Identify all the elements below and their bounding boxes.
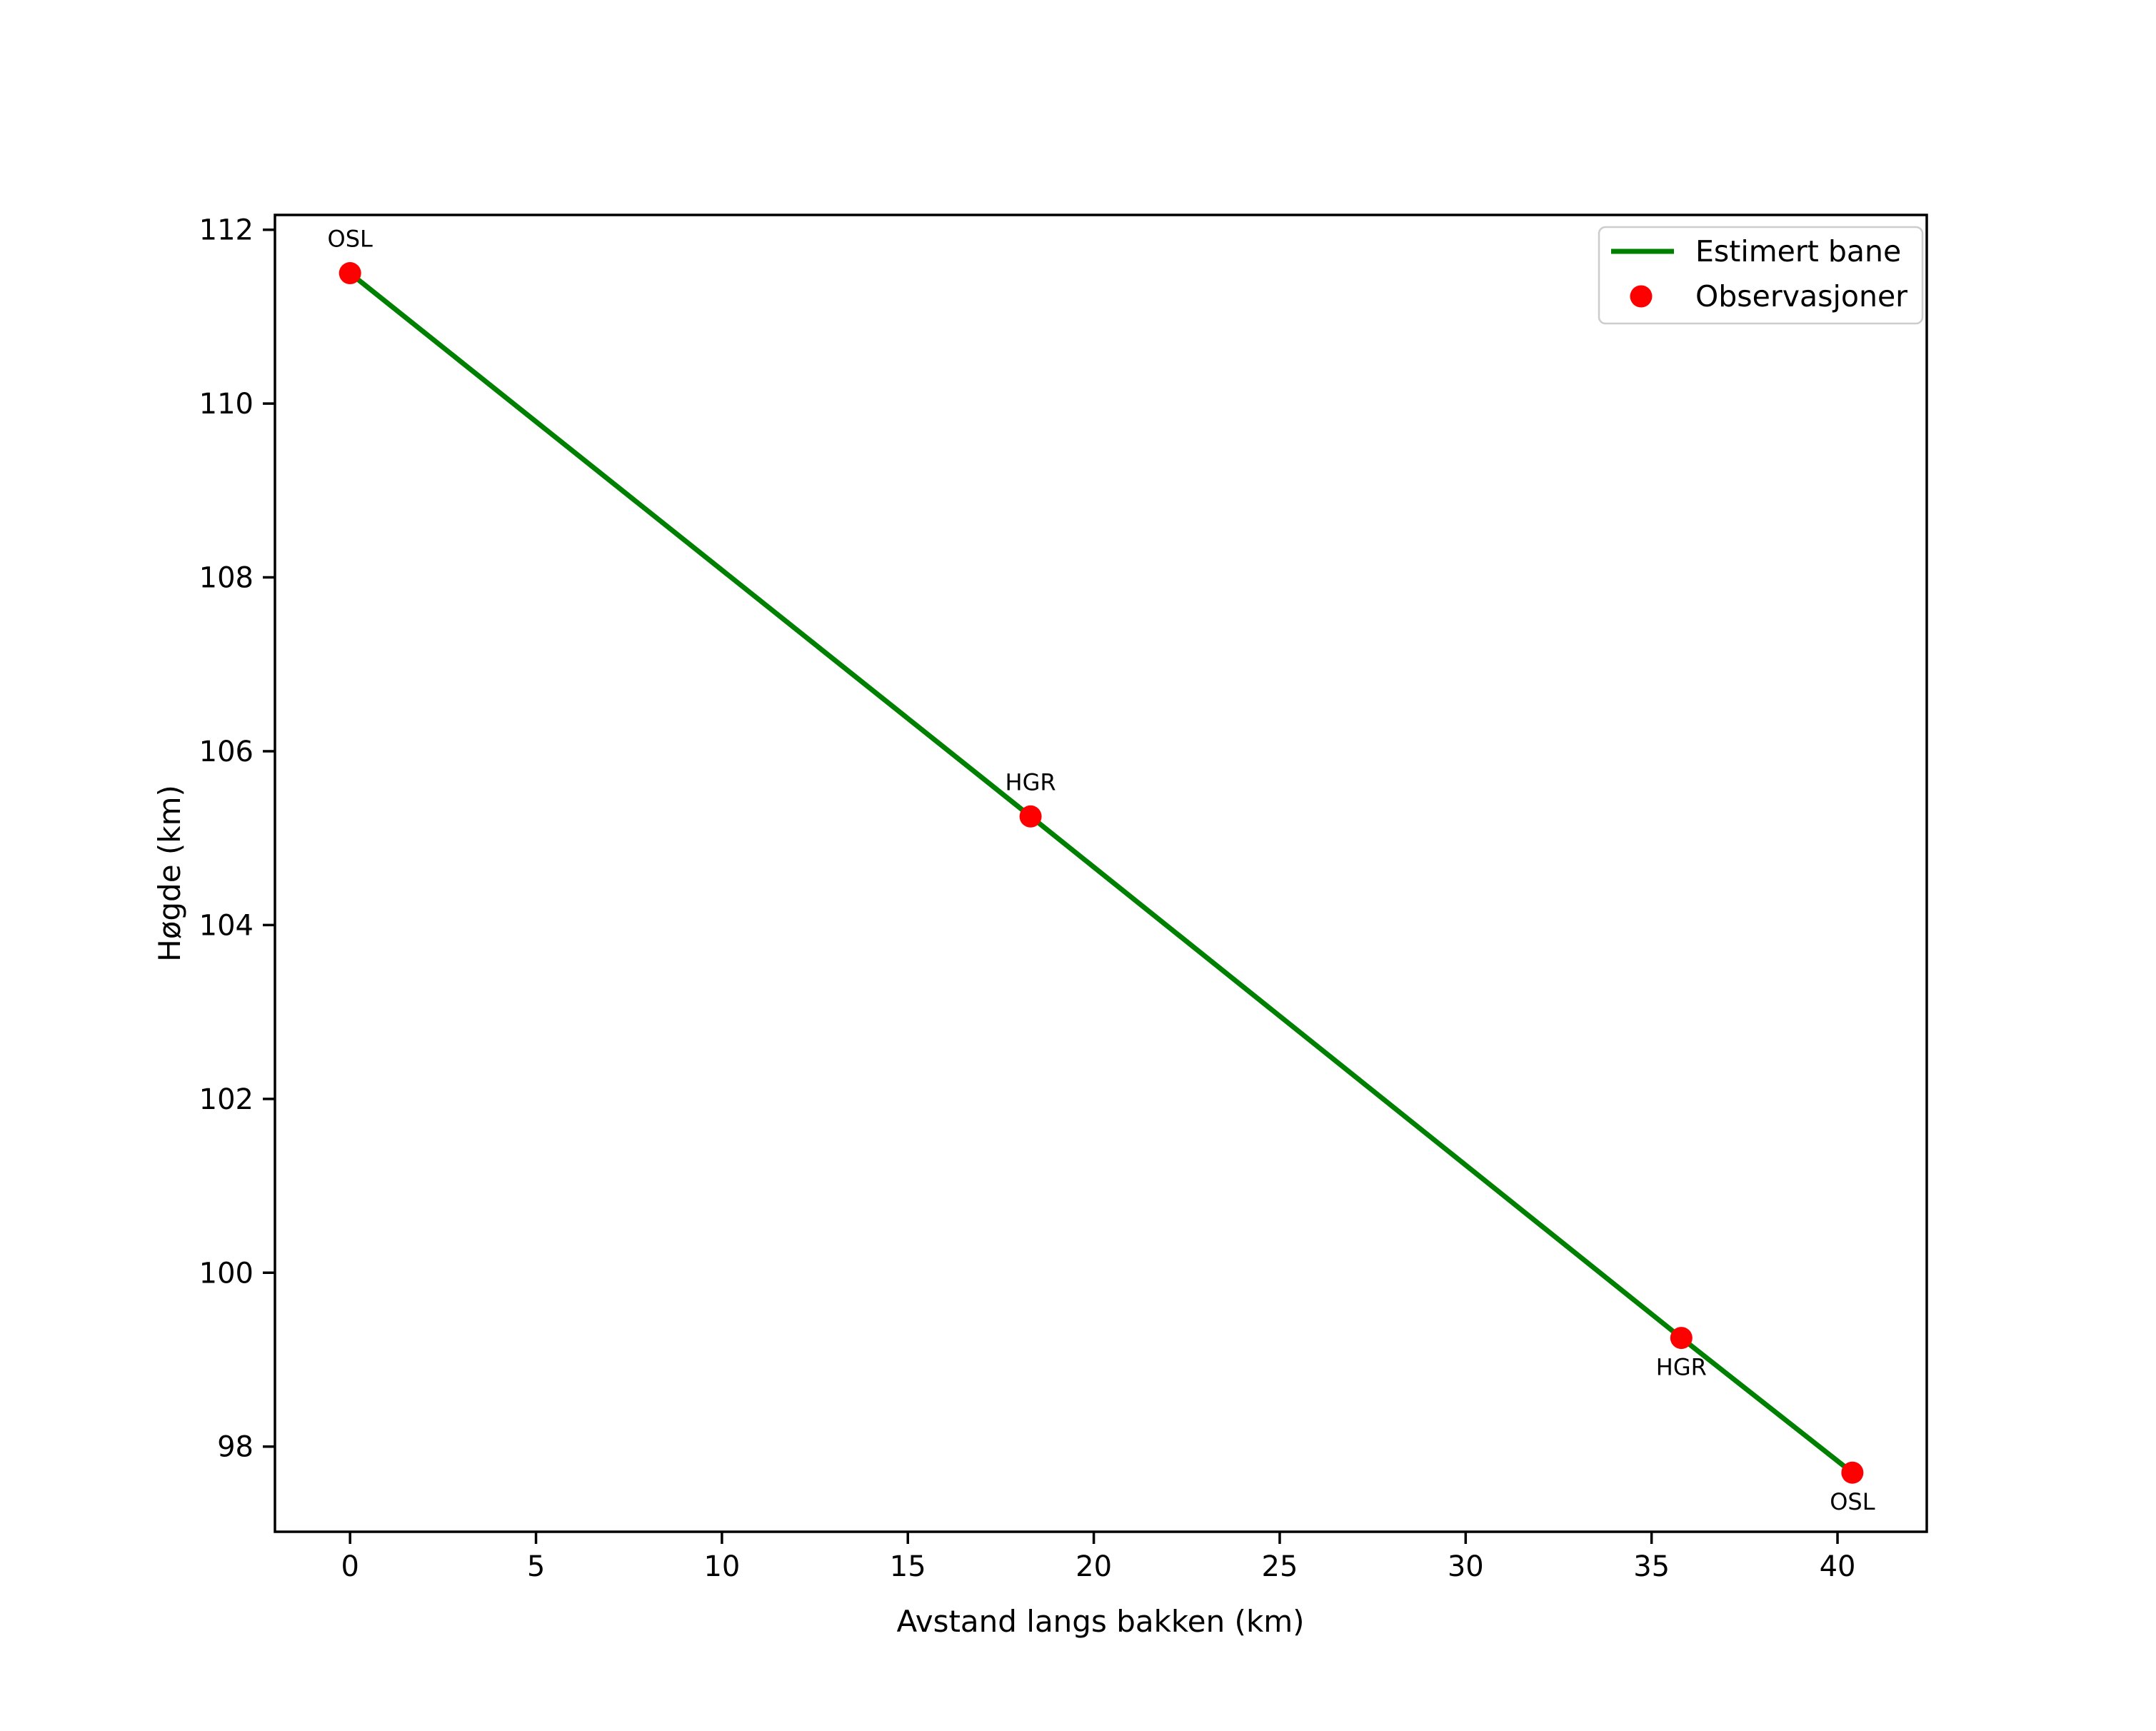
y-axis-label: Høgde (km) <box>152 785 187 962</box>
x-tick-label: 5 <box>527 1550 545 1583</box>
observation-point-1 <box>1019 805 1042 828</box>
x-tick-label: 20 <box>1076 1550 1112 1583</box>
x-tick-label: 0 <box>341 1550 359 1583</box>
y-tick-label: 106 <box>199 736 254 768</box>
annotation-layer: OSL HGR HGR OSL <box>328 226 1875 1516</box>
point-label-hgr-2: HGR <box>1656 1354 1707 1381</box>
y-tick-label: 102 <box>199 1083 254 1116</box>
y-tick-label: 98 <box>217 1431 254 1464</box>
x-tick-label: 35 <box>1633 1550 1670 1583</box>
y-tick-label: 110 <box>199 388 254 421</box>
axes-layer: 0 5 10 15 20 25 30 35 40 98 100 102 104 106 108 110 112 <box>199 214 1928 1583</box>
legend-label-estimert-bane: Estimert bane <box>1695 234 1901 269</box>
observation-point-3 <box>1841 1461 1864 1484</box>
x-tick-label: 25 <box>1262 1550 1298 1583</box>
x-tick-label: 40 <box>1820 1550 1856 1583</box>
x-tick-label: 15 <box>890 1550 926 1583</box>
point-label-osl-3: OSL <box>1830 1488 1875 1515</box>
x-tick-label: 30 <box>1448 1550 1484 1583</box>
y-tick-label: 100 <box>199 1257 254 1290</box>
x-axis-label: Avstand langs bakken (km) <box>896 1604 1304 1639</box>
point-label-hgr-1: HGR <box>1006 768 1056 796</box>
y-tick-label: 108 <box>199 562 254 595</box>
legend-label-observasjoner: Observasjoner <box>1695 279 1907 313</box>
legend-box <box>1598 226 1924 325</box>
observation-point-0 <box>339 262 361 285</box>
axes-box <box>274 214 1928 1533</box>
series-layer <box>339 262 1864 1484</box>
legend-dot-sample <box>1630 285 1653 308</box>
observation-point-2 <box>1670 1327 1693 1350</box>
x-tick-label: 10 <box>703 1550 740 1583</box>
y-tick-label: 104 <box>199 909 254 942</box>
point-label-osl-0: OSL <box>328 226 373 253</box>
estimated-trajectory-line <box>347 271 1855 1475</box>
legend: Estimert bane Observasjoner <box>1598 226 1924 325</box>
y-tick-label: 112 <box>199 214 254 247</box>
